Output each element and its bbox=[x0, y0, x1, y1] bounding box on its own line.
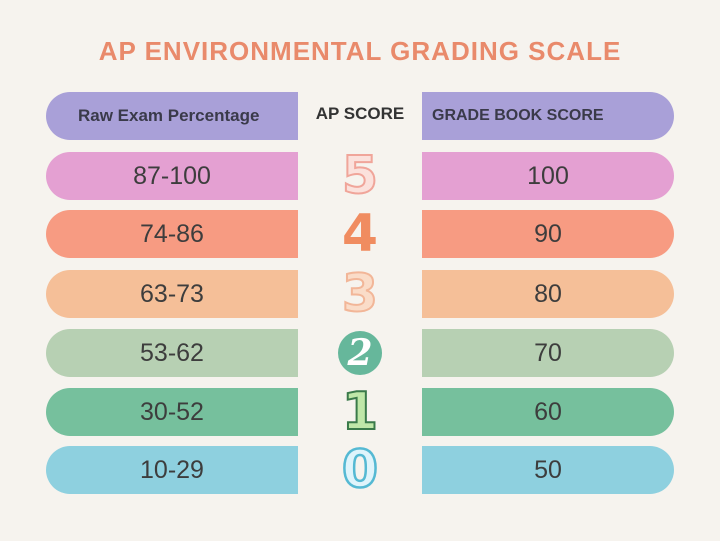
ap-score-cell: 2 bbox=[298, 329, 422, 377]
raw-percentage: 63-73 bbox=[140, 279, 204, 308]
ap-score-badge: 2 bbox=[338, 331, 382, 375]
row-raw-cell: 53-62 bbox=[46, 329, 298, 377]
ap-score-digit: 3 bbox=[341, 264, 379, 324]
ap-score-digit: 5 bbox=[341, 146, 379, 206]
raw-percentage: 10-29 bbox=[140, 455, 204, 484]
raw-percentage: 30-52 bbox=[140, 397, 204, 426]
row-raw-cell: 63-73 bbox=[46, 270, 298, 318]
page-title: AP ENVIRONMENTAL GRADING SCALE bbox=[98, 36, 622, 66]
header-ap-score: AP SCORE bbox=[315, 104, 405, 123]
row-grade-cell: 90 bbox=[422, 210, 674, 258]
raw-percentage: 53-62 bbox=[140, 338, 204, 367]
header-raw-label: Raw Exam Percentage bbox=[78, 106, 260, 125]
ap-score-cell: 1 bbox=[298, 382, 422, 442]
grade-book-score: 50 bbox=[534, 455, 562, 484]
row-grade-cell: 50 bbox=[422, 446, 674, 494]
grade-book-score: 90 bbox=[534, 219, 562, 248]
grade-book-score: 100 bbox=[527, 161, 569, 190]
grade-book-score: 60 bbox=[534, 397, 562, 426]
ap-score-cell: 3 bbox=[298, 264, 422, 324]
ap-score-digit: 2 bbox=[347, 332, 373, 374]
ap-score-cell: 4 bbox=[298, 204, 422, 264]
row-grade-cell: 60 bbox=[422, 388, 674, 436]
row-raw-cell: 74-86 bbox=[46, 210, 298, 258]
ap-score-digit: 0 bbox=[341, 440, 380, 500]
row-grade-cell: 100 bbox=[422, 152, 674, 200]
ap-score-digit: 4 bbox=[341, 204, 379, 264]
row-grade-cell: 80 bbox=[422, 270, 674, 318]
header-raw-exam-percentage: Raw Exam Percentage bbox=[46, 92, 298, 140]
raw-percentage: 74-86 bbox=[140, 219, 204, 248]
row-raw-cell: 10-29 bbox=[46, 446, 298, 494]
ap-score-digit: 1 bbox=[341, 382, 379, 442]
ap-score-cell: 5 bbox=[298, 146, 422, 206]
header-grade-label: GRADE BOOK SCORE bbox=[432, 107, 604, 124]
row-grade-cell: 70 bbox=[422, 329, 674, 377]
grade-book-score: 70 bbox=[534, 338, 562, 367]
row-raw-cell: 87-100 bbox=[46, 152, 298, 200]
grade-book-score: 80 bbox=[534, 279, 562, 308]
raw-percentage: 87-100 bbox=[133, 161, 211, 190]
header-grade-book-score: GRADE BOOK SCORE bbox=[422, 92, 674, 140]
row-raw-cell: 30-52 bbox=[46, 388, 298, 436]
ap-score-cell: 0 bbox=[298, 440, 422, 500]
